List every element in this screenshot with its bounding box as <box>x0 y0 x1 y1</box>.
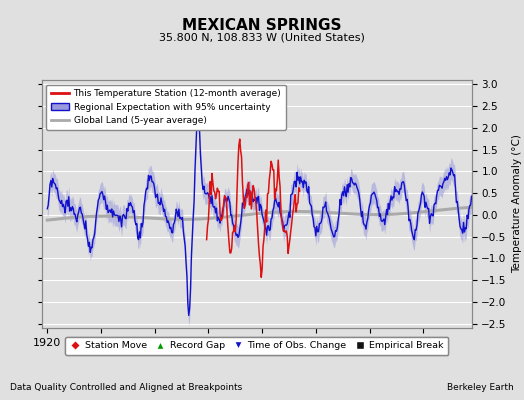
Text: Berkeley Earth: Berkeley Earth <box>447 383 514 392</box>
Legend: Station Move, Record Gap, Time of Obs. Change, Empirical Break: Station Move, Record Gap, Time of Obs. C… <box>65 337 449 355</box>
Text: MEXICAN SPRINGS: MEXICAN SPRINGS <box>182 18 342 34</box>
Legend: This Temperature Station (12-month average), Regional Expectation with 95% uncer: This Temperature Station (12-month avera… <box>47 84 286 130</box>
Y-axis label: Temperature Anomaly (°C): Temperature Anomaly (°C) <box>512 134 522 274</box>
Text: 35.800 N, 108.833 W (United States): 35.800 N, 108.833 W (United States) <box>159 33 365 43</box>
Text: Data Quality Controlled and Aligned at Breakpoints: Data Quality Controlled and Aligned at B… <box>10 383 243 392</box>
